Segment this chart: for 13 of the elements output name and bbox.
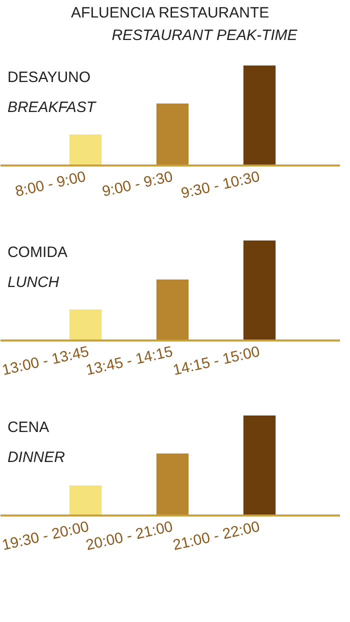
x-tick-label: 9:30 - 10:30 — [180, 168, 262, 202]
x-tick-label: 8:00 - 9:00 — [14, 168, 88, 200]
x-tick-label: 9:00 - 9:30 — [100, 168, 174, 200]
text: AFLUENCIA RESTAURANTE — [71, 4, 270, 22]
chart-title: CENA — [7, 419, 50, 436]
text: DINNER — [7, 449, 66, 466]
chart-title: DESAYUNO — [7, 69, 91, 86]
text: BREAKFAST — [7, 99, 98, 116]
text: RESTAURANT PEAK-TIME — [112, 27, 298, 44]
text: LUNCH — [7, 274, 60, 291]
x-tick-label: 14:15 - 15:00 — [171, 343, 262, 380]
x-tick-label: 21:00 - 22:00 — [171, 518, 262, 554]
chart-title: COMIDA — [7, 244, 68, 261]
